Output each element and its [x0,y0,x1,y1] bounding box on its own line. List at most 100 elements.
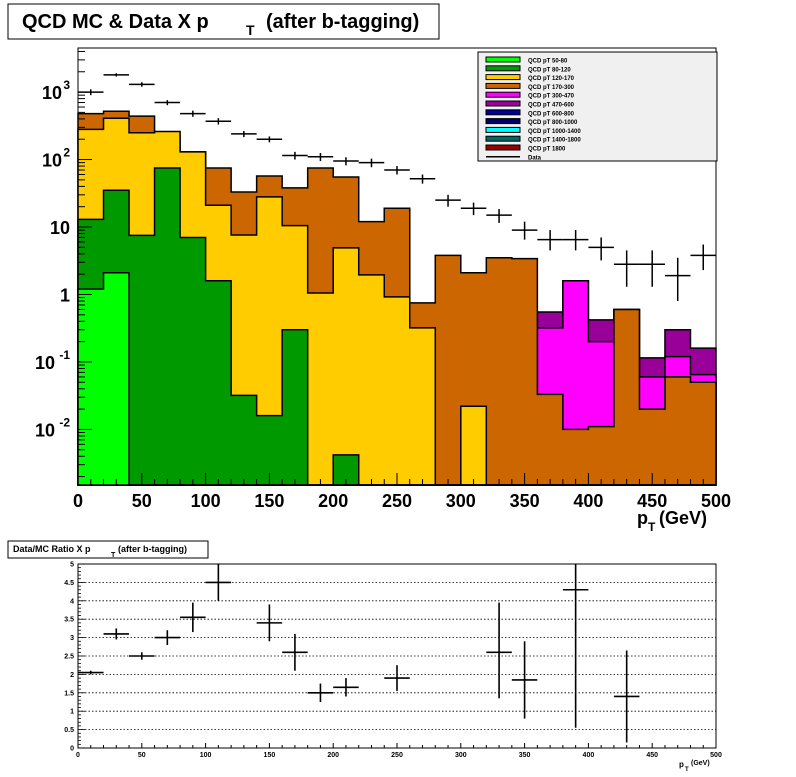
ratio-title-subscript: T [111,552,116,559]
legend-swatch [485,144,521,151]
ratio-y-tick-label: 3 [70,635,74,642]
ratio-y-tick-label: 4.5 [64,580,74,587]
y-tick-exponent: 2 [63,146,70,160]
y-tick-base: 10 [42,151,62,171]
ratio-x-axis-title: p T (GeV) [679,760,710,773]
ratio-point [256,604,283,642]
x-tick-label: 100 [191,491,221,511]
data-point [486,208,512,223]
x-tick-label: 300 [446,491,476,511]
legend-entry: QCD pT 600-800 [485,109,575,117]
ratio-point [486,602,512,699]
legend-swatch [485,56,521,63]
legend-label: QCD pT 600-800 [528,111,575,117]
data-point [231,130,257,138]
y-tick-label: 10 [50,218,70,238]
data-point [435,194,461,207]
legend-entry: QCD pT 120-170 [485,74,575,82]
ratio-y-tick-label: 2 [70,672,74,679]
legend-label: QCD pT 800-1000 [528,120,578,126]
y-tick-label: 310 [42,78,70,103]
ratio-point [154,630,181,645]
ratio-point [562,564,589,728]
ratio-y-tick-label: 0 [70,746,74,753]
legend-label: Data [528,155,542,161]
ratio-title: Data/MC Ratio X p [13,544,91,554]
y-tick-base: 10 [50,218,70,238]
data-point [154,100,181,106]
x-tick-label: 0 [73,491,83,511]
y-tick-exponent: -2 [59,415,70,429]
legend-entry: QCD pT 470-600 [485,100,575,109]
data-point [639,250,665,287]
y-tick-base: 10 [35,420,55,440]
y-tick-base: 10 [35,353,55,373]
x-tick-label: 450 [637,491,667,511]
legend-label: QCD pT 300-470 [528,94,575,100]
data-point [613,250,640,287]
x-tick-label: 500 [701,491,731,511]
main-title-suffix: (after b-tagging) [266,11,419,33]
ratio-point [384,665,410,691]
ratio-x-tick-label: 450 [646,752,658,759]
ratio-point [511,641,538,719]
legend-label: QCD pT 470-600 [528,103,575,109]
x-tick-label: 400 [573,491,603,511]
ratio-x-tick-label: 50 [138,752,146,759]
ratio-y-tick-label: 1.5 [64,690,74,697]
ratio-y-tick-label: 2.5 [64,654,74,661]
ratio-x-tick-label: 350 [519,752,531,759]
main-x-axis: 0 50 100 150 200 250 300 350 400 450 500 [73,473,731,511]
y-tick-label: -2 10 [35,415,70,440]
y-tick-label: 1 [60,285,70,305]
ratio-point [307,683,334,702]
ratio-y-tick-label: 3.5 [64,617,74,624]
ratio-point [333,678,359,697]
ratio-y-axis: 0 0.5 1 1.5 2 2.5 3 3.5 4 4.5 5 [64,562,85,753]
ratio-point [205,564,232,601]
ratio-plot-panel: Data/MC Ratio X p T (after b-tagging) 0 5… [7,540,722,773]
ratio-x-tick-label: 500 [710,752,722,759]
legend-entry: Data [486,155,542,161]
legend-label: QCD pT 120-170 [528,76,575,82]
x-tick-label: 350 [510,491,540,511]
legend-swatch [485,65,521,72]
ratio-x-tick-label: 150 [264,752,276,759]
ratio-y-tick-label: 5 [70,562,74,569]
legend-entry: QCD pT 1400-1800 [485,135,581,144]
ratio-point [103,628,130,640]
legend-entry: QCD pT 1000-1400 [485,126,581,135]
x-tick-label: 50 [132,491,152,511]
data-point [460,202,487,216]
ratio-point [180,602,206,633]
data-point [588,237,614,261]
x-tick-label: 200 [318,491,348,511]
y-tick-exponent: -1 [59,348,70,362]
data-point [205,118,232,125]
data-point [333,157,359,166]
ratio-x-tick-label: 300 [455,752,467,759]
legend-entry: QCD pT 80-120 [485,65,571,73]
data-point [664,257,691,302]
y-tick-label: -1 10 [35,348,70,373]
legend-swatch [485,91,521,98]
ratio-point [78,670,104,675]
ratio-y-tick-label: 1 [70,709,74,716]
legend-entry: QCD pT 800-1000 [485,118,578,126]
main-title-box: QCD MC & Data X p T (after b-tagging) [7,3,440,40]
legend-label: QCD pT 1800 [528,147,566,153]
legend-label: QCD pT 1000-1400 [528,129,581,135]
ratio-point [282,633,308,671]
data-point [409,174,436,184]
legend-swatch [485,118,521,125]
ratio-points [78,564,640,743]
data-point [103,73,130,77]
legend-label: QCD pT 1400-1800 [528,138,581,144]
main-x-axis-title: p T (GeV) [637,508,707,534]
data-point [562,230,589,251]
data-point [384,166,410,175]
legend-label: QCD pT 80-120 [528,67,571,73]
ratio-point [129,652,155,660]
